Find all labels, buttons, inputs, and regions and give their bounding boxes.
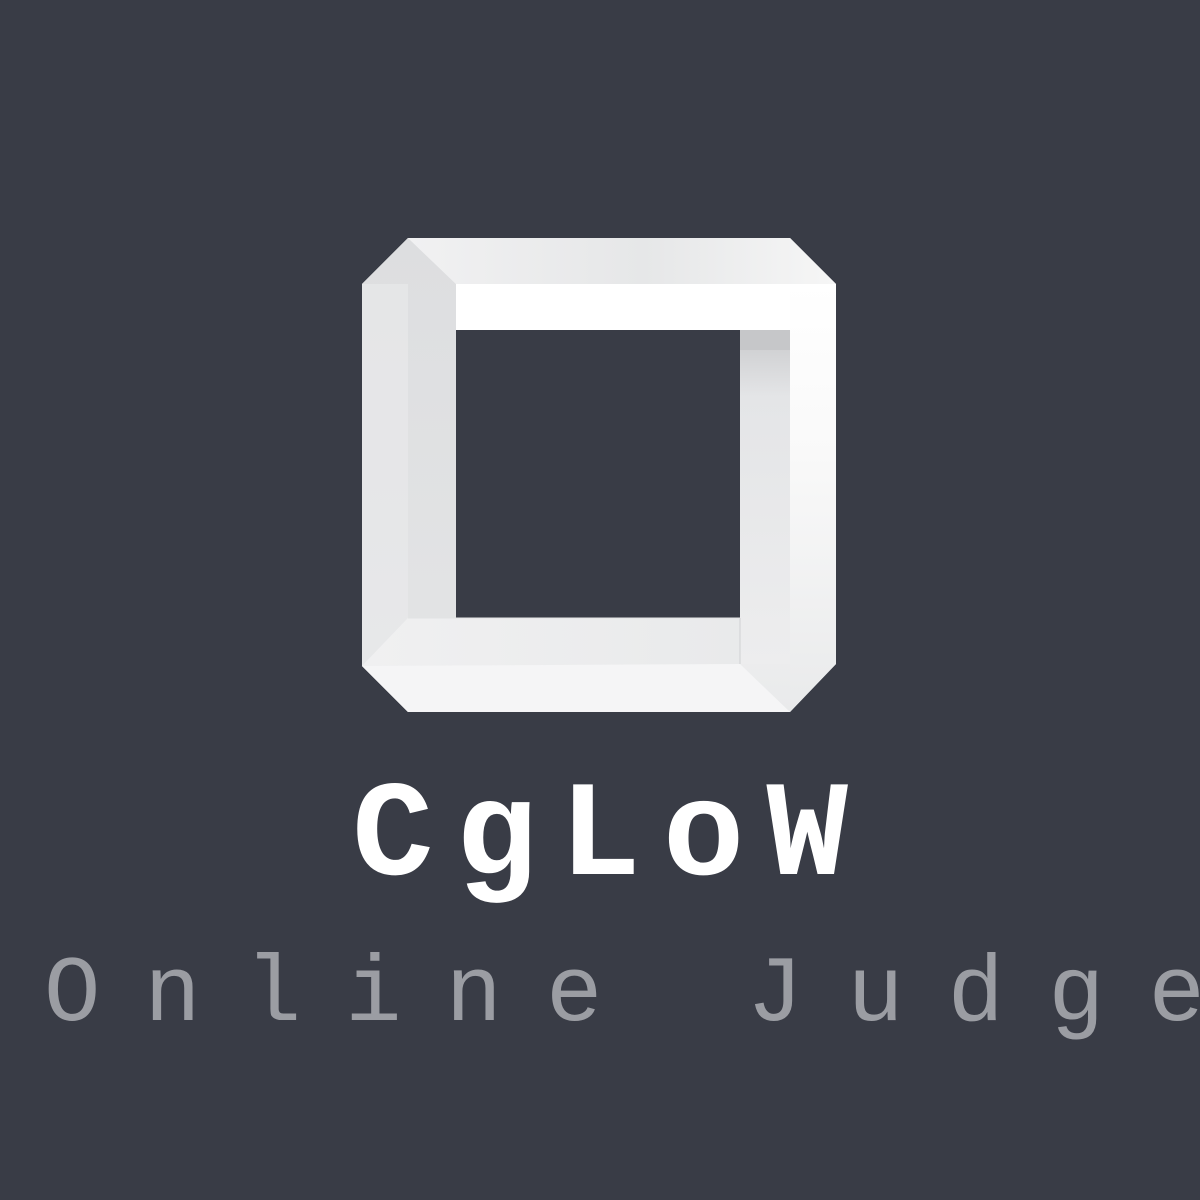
logo-inner-right-facet — [740, 330, 790, 664]
brand-name: CgLoW — [351, 761, 871, 915]
brand-tagline: Online Judge — [44, 943, 1200, 1049]
logo-inner-hole — [456, 330, 740, 618]
logo-inner-top-bar — [456, 284, 790, 330]
logo-top-band — [408, 238, 836, 284]
logo-right-band — [790, 284, 836, 712]
